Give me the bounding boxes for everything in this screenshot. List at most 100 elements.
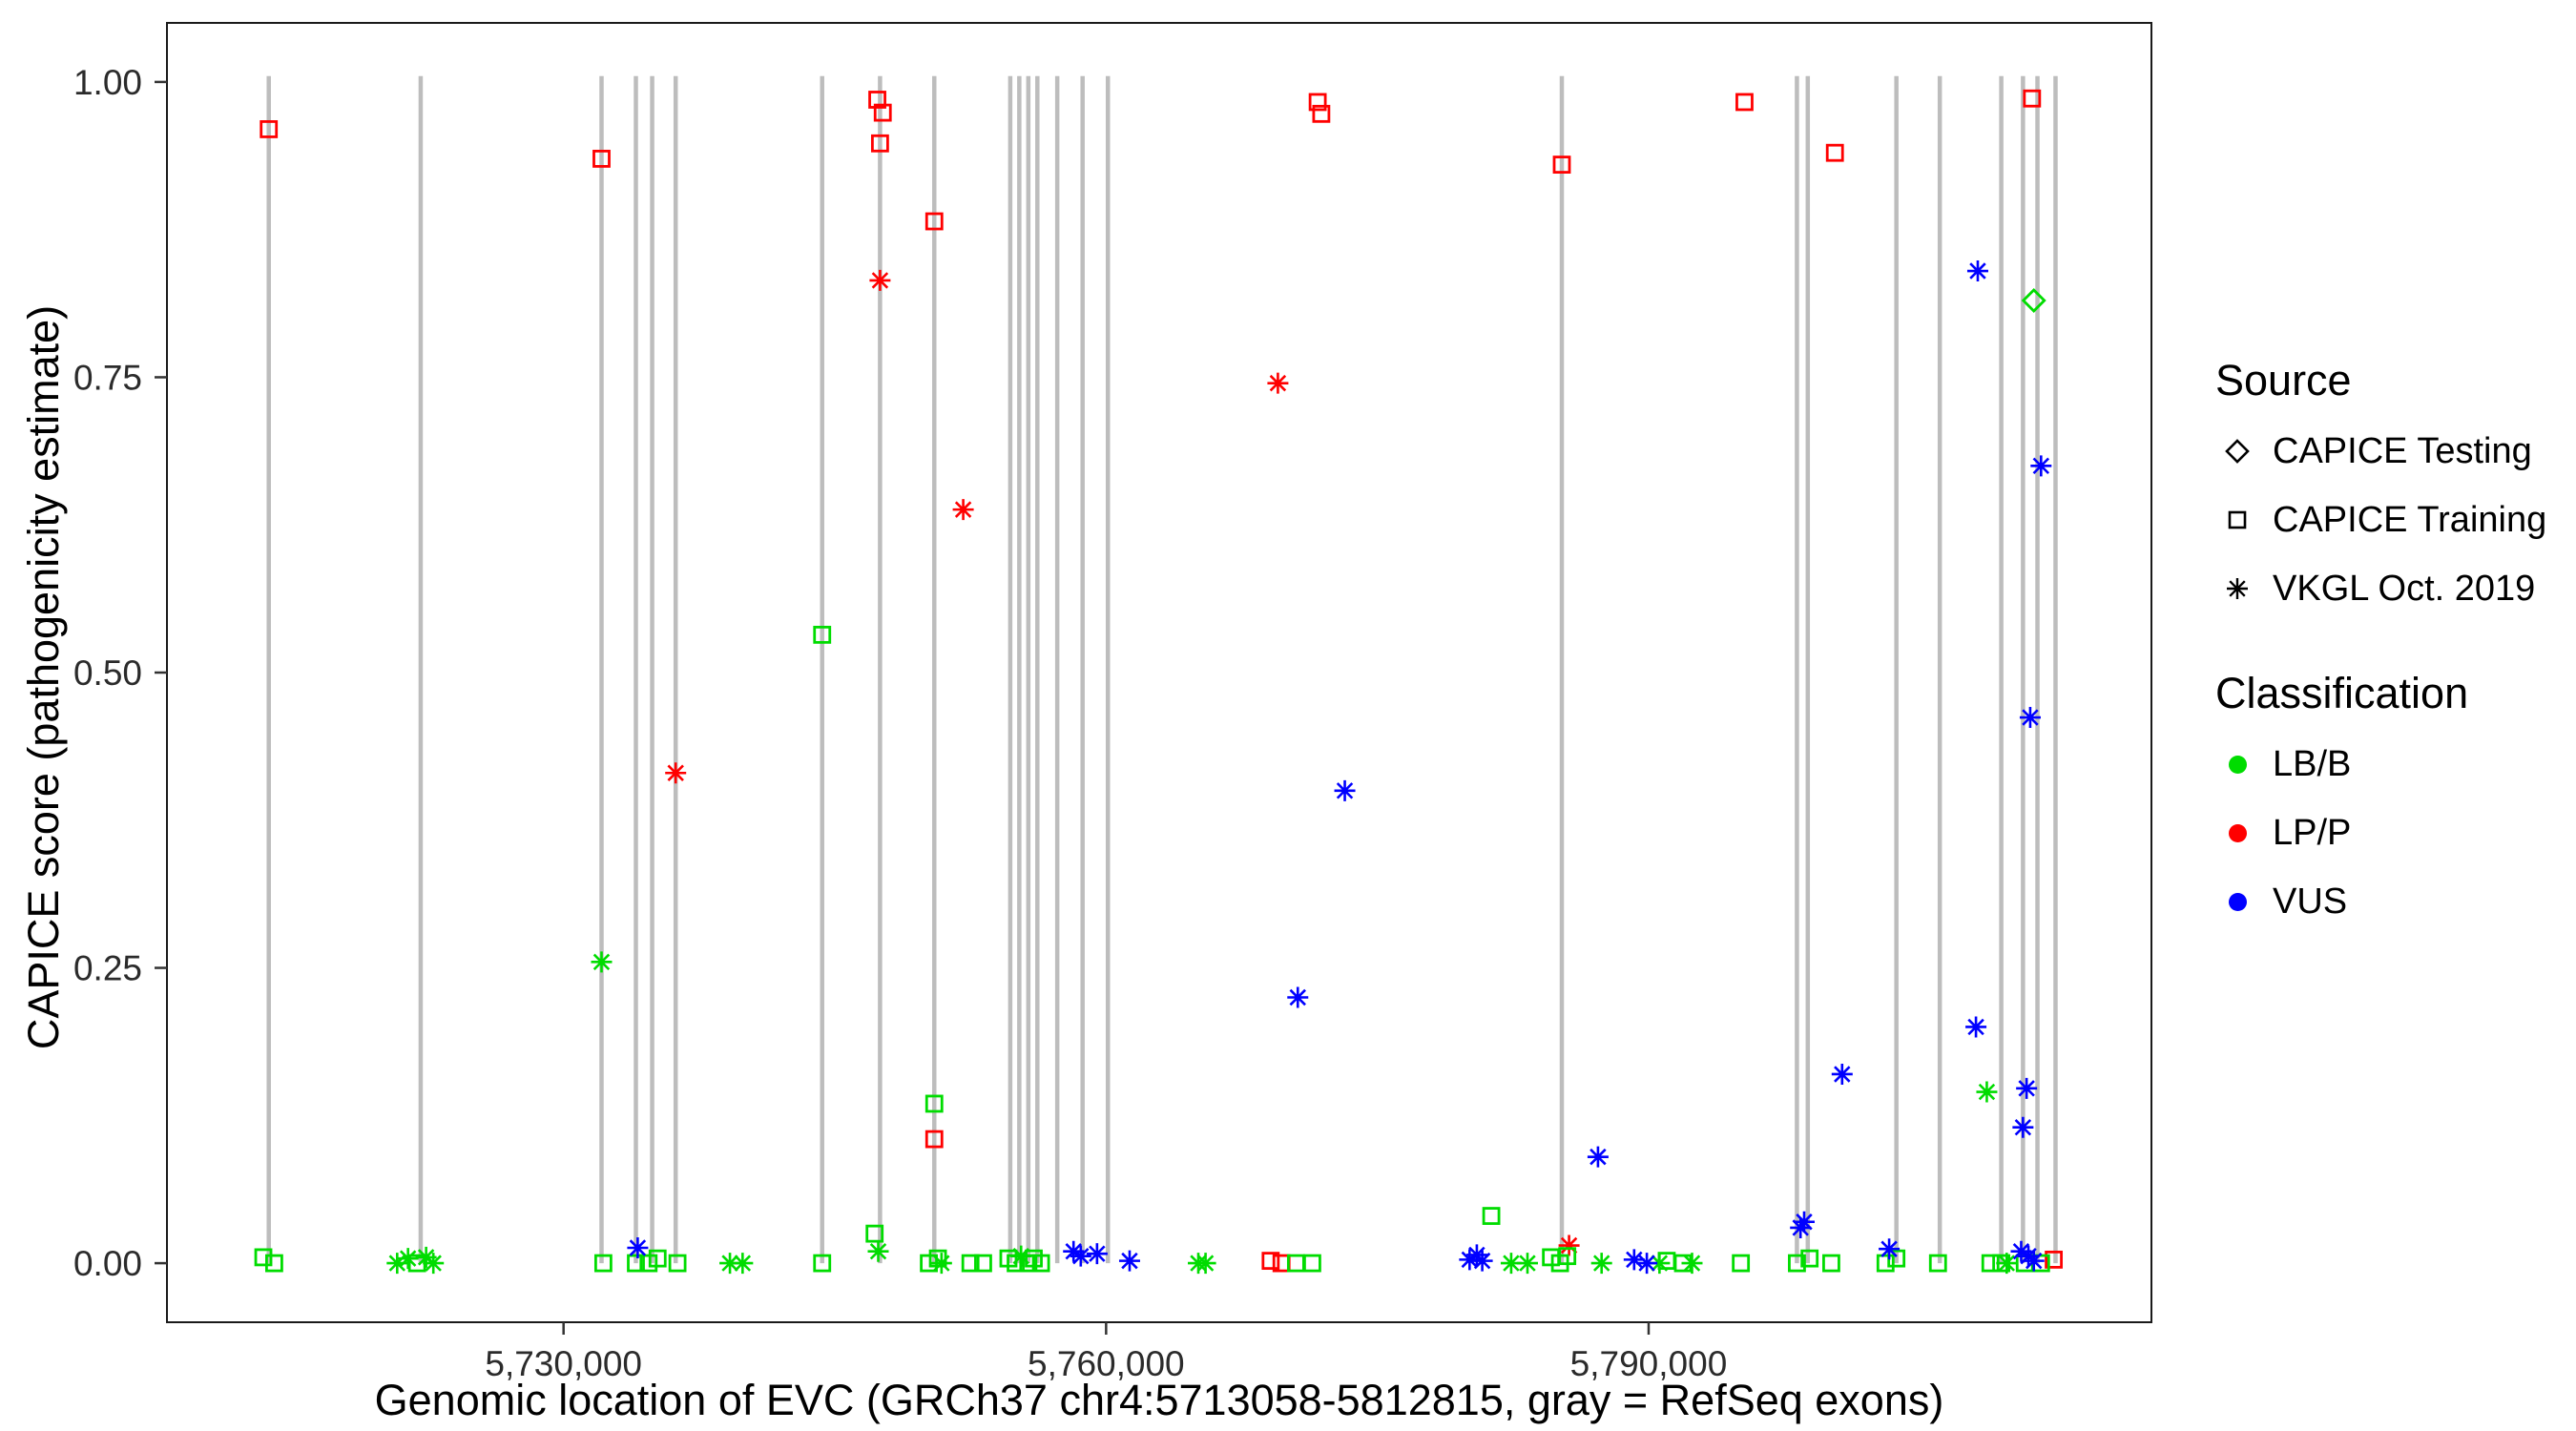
data-point-asterisk [1195,1253,1216,1275]
legend-classification-section: Classification LB/B LP/P VUS [2215,669,2576,936]
y-axis-title: CAPICE score (pathogenicity estimate) [19,304,68,1050]
data-point-square [639,1254,658,1273]
data-point-square [813,1254,832,1273]
data-point-square [593,1254,613,1273]
legend-item-label: VUS [2273,881,2348,922]
data-point-asterisk [930,1253,952,1275]
data-point-asterisk [1334,779,1356,801]
data-point-asterisk [1587,1146,1609,1168]
data-point-square [1542,1248,1561,1267]
data-point-asterisk [627,1236,649,1258]
data-point-asterisk [397,1248,419,1270]
legend-item-label: LP/P [2273,812,2352,853]
data-point-asterisk [2030,455,2052,477]
legend-source-title: Source [2215,356,2352,404]
data-point-square [1981,1254,2000,1273]
x-axis-title: Genomic location of EVC (GRCh37 chr4:571… [374,1376,1944,1424]
data-point-asterisk [719,1253,741,1275]
data-point-square [974,1254,992,1273]
diamond-icon [2215,430,2259,472]
data-point-asterisk [665,762,687,784]
data-point-square [924,212,944,231]
legend-item-label: LB/B [2273,743,2352,784]
data-point-asterisk [1966,260,1988,282]
data-point-square [924,1094,944,1113]
y-tick-label: 1.00 [73,63,142,102]
data-point-asterisk [2023,1250,2045,1272]
legend-source-section: Source CAPICE Testing CAPICE Training [2215,356,2576,623]
y-tick-label: 0.00 [73,1244,142,1283]
data-point-square [873,103,892,122]
data-point-asterisk [1976,1081,1998,1103]
data-point-square [865,1224,884,1243]
data-point-asterisk [1471,1250,1493,1272]
data-point-square [1482,1207,1501,1225]
legend-item-lbb: LB/B [2215,730,2576,798]
data-point-square [870,134,889,153]
data-point-square [1558,1247,1577,1266]
data-point-asterisk [732,1253,754,1275]
data-point-square [2023,89,2042,108]
data-point-asterisk [1287,986,1309,1008]
data-point-asterisk [1267,372,1289,394]
data-point-square [1825,143,1844,162]
data-point-square [668,1254,687,1273]
legend-item-vkgl: VKGL Oct. 2019 [2215,554,2576,623]
data-point-asterisk [1516,1253,1538,1275]
data-point-asterisk [2010,1240,2032,1262]
data-point-square [1286,1254,1305,1273]
y-tick-label: 0.75 [73,358,142,397]
data-point-square [1031,1254,1050,1273]
y-tick-label: 0.25 [73,949,142,988]
data-point-square [627,1254,645,1273]
data-point-square [1788,1254,1806,1273]
legend-item-label: VKGL Oct. 2019 [2273,568,2536,609]
data-point-asterisk [1879,1238,1901,1260]
red-dot-icon [2215,812,2259,854]
data-point-square [924,1130,944,1149]
data-point-square [1800,1249,1819,1268]
data-point-asterisk [1623,1249,1645,1271]
data-point-asterisk [1590,1253,1612,1275]
legend-item-label: CAPICE Testing [2273,430,2532,471]
data-point-asterisk [952,499,974,521]
data-point-square [265,1254,283,1273]
legend-item-capice-training: CAPICE Training [2215,486,2576,554]
data-point-asterisk [2016,1077,2038,1099]
blue-dot-icon [2215,881,2259,923]
data-point-asterisk [1794,1211,1816,1233]
data-point-square [1303,1254,1321,1273]
data-point-asterisk [2012,1116,2034,1138]
data-point-asterisk [1681,1253,1703,1275]
data-point-asterisk [423,1253,445,1275]
data-point-square [1822,1254,1840,1273]
data-point-asterisk [867,1240,889,1262]
data-point-square [260,120,279,138]
data-point-asterisk [1500,1253,1522,1275]
legend-item-vus: VUS [2215,867,2576,936]
data-point-square [813,625,832,644]
data-point-square [1261,1252,1280,1271]
data-point-asterisk [1965,1016,1987,1038]
data-point-square [961,1254,980,1273]
data-point-square [1308,93,1327,112]
data-point-square [1928,1254,1947,1273]
data-point-asterisk [869,269,891,291]
data-point-asterisk [1558,1234,1580,1256]
data-point-square [1876,1254,1895,1273]
legend-classification-title: Classification [2215,669,2469,717]
data-point-asterisk [1118,1250,1140,1272]
asterisk-icon [2215,568,2259,610]
data-point-asterisk [591,951,613,973]
y-tick-label: 0.50 [73,653,142,693]
data-point-square [2045,1250,2063,1269]
data-point-square [648,1249,667,1268]
square-icon [2215,499,2259,541]
legend-item-label: CAPICE Training [2273,499,2547,540]
data-point-asterisk [1086,1243,1108,1265]
x-tick-label: 5,760,000 [1028,1344,1185,1383]
data-point-square [254,1248,273,1267]
data-point-asterisk [1070,1245,1091,1267]
data-point-asterisk [1790,1216,1812,1238]
